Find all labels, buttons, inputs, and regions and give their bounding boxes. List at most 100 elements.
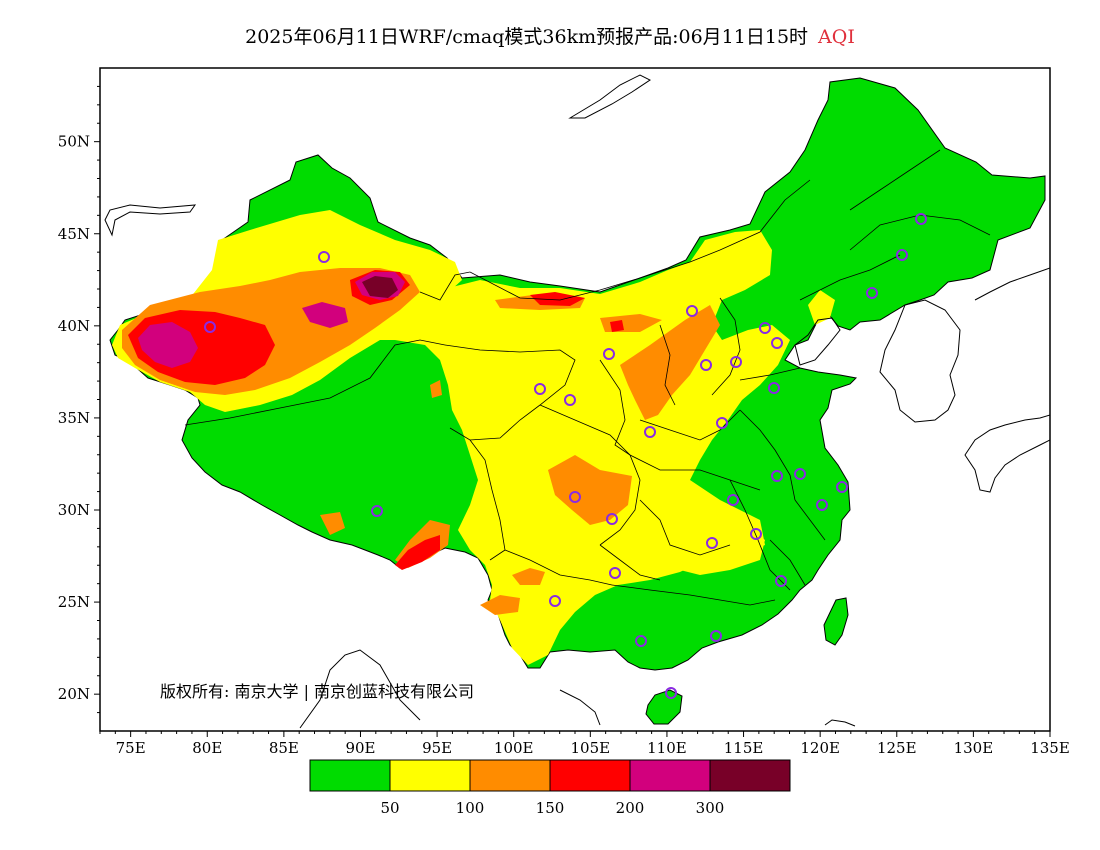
orange-zone-spot-a xyxy=(320,512,345,535)
yellow-zone-south xyxy=(660,515,765,575)
aqi-legend: 50 100 150 200 300 xyxy=(309,759,791,817)
station-marker xyxy=(549,595,561,607)
border-fujian xyxy=(769,539,806,586)
title-variable: AQI xyxy=(818,26,855,48)
coast-japan xyxy=(964,414,1050,493)
province-borders xyxy=(184,149,991,606)
station-marker xyxy=(371,505,383,517)
border-guangxi xyxy=(599,544,661,581)
border-shanxi xyxy=(659,324,676,406)
station-marker xyxy=(700,359,712,371)
station-marker xyxy=(866,287,878,299)
border-sichuan-east xyxy=(539,404,641,546)
legend-label: 100 xyxy=(456,799,485,817)
orange-zone-spot-b xyxy=(430,380,442,398)
legend-swatch xyxy=(309,759,391,792)
legend-label: 150 xyxy=(536,799,565,817)
border-xinjiang-tibet xyxy=(184,339,446,426)
x-tick-label: 120E xyxy=(800,739,840,757)
x-tick-label: 135E xyxy=(1030,739,1070,757)
y-tick-label: 35N xyxy=(58,409,90,427)
legend-swatch xyxy=(469,759,551,792)
y-tick-label: 30N xyxy=(58,501,90,519)
latitude-axis: 20N 25N 30N 35N 40N 45N 50N xyxy=(58,85,100,714)
station-marker xyxy=(759,322,771,334)
station-marker xyxy=(750,528,762,540)
border-yunnan xyxy=(504,549,613,586)
border-hebei xyxy=(711,297,741,396)
station-marker xyxy=(710,630,722,642)
coast-baikal xyxy=(568,74,651,119)
x-tick-label: 85E xyxy=(269,739,299,757)
border-anhui xyxy=(739,409,796,501)
x-tick-label: 95E xyxy=(422,739,452,757)
y-tick-label: 20N xyxy=(58,685,90,703)
y-tick-label: 45N xyxy=(58,225,90,243)
legend-swatch xyxy=(389,759,471,792)
x-tick-label: 115E xyxy=(724,739,764,757)
x-tick-label: 90E xyxy=(345,739,375,757)
legend-label: 300 xyxy=(696,799,725,817)
station-marker xyxy=(771,337,783,349)
station-marker xyxy=(318,251,330,263)
station-marker xyxy=(768,382,780,394)
title-text: 2025年06月11日WRF/cmaq模式36km预报产品:06月11日15时 xyxy=(245,26,809,48)
orange-zone-guizhou xyxy=(512,568,545,585)
coast-south xyxy=(299,649,421,729)
border-shandong xyxy=(739,367,801,381)
station-marker xyxy=(730,356,742,368)
coastlines xyxy=(104,74,1050,729)
legend-label: 200 xyxy=(616,799,645,817)
orange-zone-sichuan xyxy=(548,455,632,525)
border-shaanxi xyxy=(599,359,631,456)
border-jiangxi xyxy=(729,479,791,591)
yellow-zone-northeast xyxy=(808,290,835,325)
taiwan-island xyxy=(823,597,849,646)
station-marker xyxy=(816,499,828,511)
border-zhejiang xyxy=(794,499,826,541)
y-tick-label: 40N xyxy=(58,317,90,335)
y-tick-label: 50N xyxy=(58,133,90,151)
border-qinghai xyxy=(444,344,576,441)
station-marker xyxy=(775,575,787,587)
border-xinjiang-gansu xyxy=(419,271,471,301)
map-layers xyxy=(104,74,1050,729)
red-zone-tibet xyxy=(395,535,440,570)
map-title: 2025年06月11日WRF/cmaq模式36km预报产品:06月11日15时 A… xyxy=(0,22,1100,49)
monitoring-stations xyxy=(204,213,927,699)
station-marker xyxy=(204,321,216,333)
border-hubei xyxy=(629,454,761,491)
x-tick-label: 75E xyxy=(116,739,146,757)
coast-japan-north xyxy=(974,267,1050,301)
border-hunan xyxy=(639,499,731,556)
legend-swatch xyxy=(549,759,631,792)
longitude-axis: 75E 80E 85E 90E 95E 100E 105E 110E 115E 120E 125E 1… xyxy=(99,731,1070,757)
legend-label: 50 xyxy=(380,799,399,817)
station-marker xyxy=(635,635,647,647)
station-marker xyxy=(896,249,908,261)
station-marker xyxy=(569,491,581,503)
station-marker xyxy=(794,468,806,480)
x-tick-label: 105E xyxy=(571,739,611,757)
legend-swatch xyxy=(629,759,711,792)
coast-vietnam xyxy=(559,689,601,726)
aqi-300-plus-zones xyxy=(362,276,398,298)
border-liaoning xyxy=(799,254,901,301)
station-marker xyxy=(706,537,718,549)
station-marker xyxy=(606,513,618,525)
copyright-text: 版权所有: 南京大学 | 南京创蓝科技有限公司 xyxy=(160,682,474,701)
border-guangdong xyxy=(611,584,776,606)
station-marker xyxy=(609,567,621,579)
border-kazakh-west xyxy=(104,204,197,237)
station-marker xyxy=(716,417,728,429)
border-tibet-sichuan xyxy=(469,439,506,561)
purple-zone-kashgar xyxy=(138,322,198,368)
coast-korea xyxy=(879,299,961,423)
station-marker xyxy=(603,348,615,360)
x-tick-label: 100E xyxy=(494,739,534,757)
x-tick-label: 125E xyxy=(877,739,917,757)
station-marker xyxy=(836,481,848,493)
bohai-coast xyxy=(794,317,841,366)
legend-swatch xyxy=(709,759,791,792)
orange-zone-loess xyxy=(620,305,720,420)
